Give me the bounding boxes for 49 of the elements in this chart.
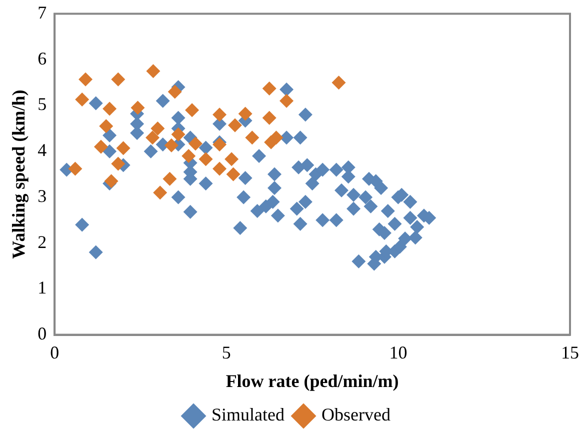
point — [212, 108, 227, 122]
point — [332, 76, 346, 90]
x-tick-label: 5 — [222, 342, 231, 362]
point — [224, 152, 239, 166]
point — [164, 138, 178, 152]
point — [245, 130, 260, 145]
point — [212, 162, 227, 176]
point — [262, 110, 276, 125]
point — [102, 102, 117, 116]
x-tick-label: 10 — [389, 342, 408, 362]
point — [78, 72, 93, 86]
point — [280, 94, 294, 108]
point — [182, 148, 196, 163]
point — [111, 156, 126, 171]
point — [198, 152, 213, 166]
legend-label: Simulated — [212, 404, 285, 425]
point — [228, 118, 242, 132]
point — [116, 141, 130, 156]
point — [153, 186, 168, 200]
y-tick-label: 4 — [38, 140, 47, 160]
point — [75, 92, 90, 107]
point — [238, 106, 252, 121]
point — [94, 140, 108, 154]
point — [150, 121, 165, 136]
y-tick-label: 1 — [38, 278, 47, 298]
point — [168, 84, 182, 99]
y-tick-label: 2 — [38, 232, 47, 252]
y-tick-label: 6 — [38, 48, 47, 68]
point — [188, 136, 202, 151]
point — [111, 72, 126, 86]
point — [99, 119, 114, 134]
x-tick-label: 0 — [50, 342, 60, 362]
y-tick-label: 3 — [38, 186, 47, 206]
point — [162, 172, 177, 186]
y-axis-title: Walking speed (km/h) — [8, 90, 28, 259]
y-tick-label: 5 — [38, 94, 47, 114]
point — [146, 64, 160, 78]
point — [146, 130, 160, 145]
legend-label: Observed — [322, 404, 390, 425]
point — [226, 167, 240, 182]
y-tick-label: 0 — [38, 324, 47, 344]
x-axis-title: Flow rate (ped/min/m) — [226, 370, 399, 391]
point — [185, 103, 200, 118]
point — [262, 82, 276, 96]
point — [130, 100, 145, 115]
point — [171, 127, 186, 142]
point — [68, 162, 82, 176]
y-tick-label: 7 — [38, 2, 47, 23]
x-tick-label: 15 — [561, 342, 579, 362]
